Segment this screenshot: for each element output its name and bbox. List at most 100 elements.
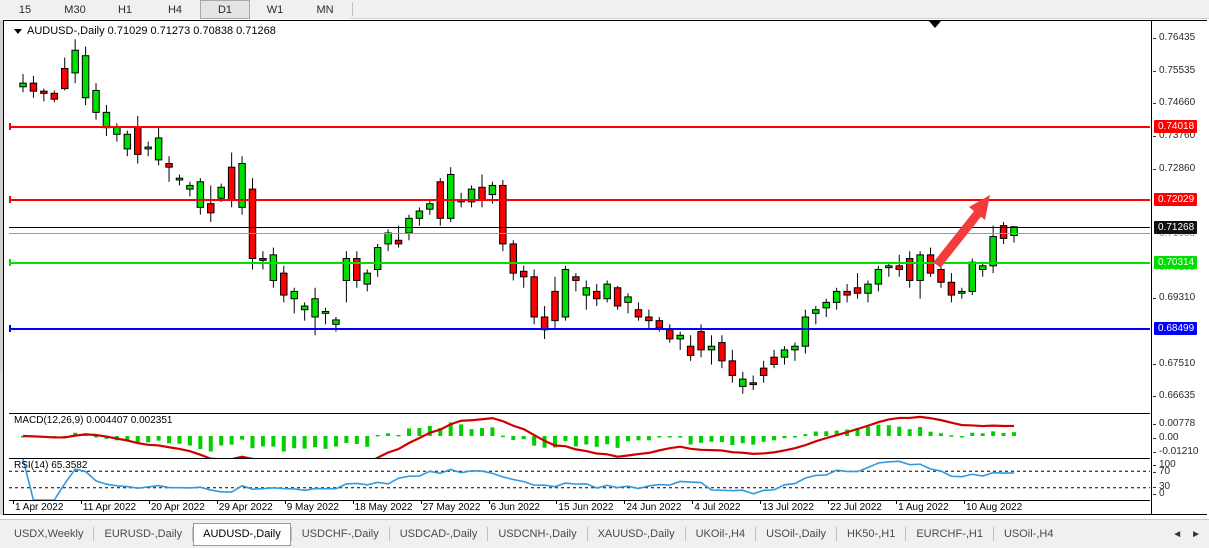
macd-histogram-bar [417, 428, 422, 436]
price-tag-green[interactable]: 0.70314 [1154, 255, 1198, 269]
candle [770, 356, 778, 365]
price-tag-blue[interactable]: 0.68499 [1154, 321, 1198, 335]
date-axis-tick [80, 501, 82, 504]
candle [530, 276, 538, 318]
chart-tab-usdchf-daily[interactable]: USDCHF-,Daily [301, 527, 379, 540]
macd-histogram-bar [438, 428, 443, 436]
date-axis-tick [692, 501, 694, 504]
date-axis-tick [13, 501, 14, 504]
level-line-handle[interactable] [9, 324, 11, 332]
chart-tab-eurusd-daily[interactable]: EURUSD-,Daily [104, 527, 183, 540]
date-axis[interactable]: 1 Apr 2022 11 Apr 2022 20 Apr 2022 29 Apr 2… [9, 500, 1150, 515]
level-line-handle[interactable] [9, 123, 11, 131]
level-line-handle[interactable] [9, 258, 11, 266]
timeframe-button-h4[interactable]: H4 [150, 0, 200, 19]
candle [801, 316, 810, 347]
macd-histogram-bar [333, 436, 338, 447]
candle [780, 349, 789, 358]
chart-tab-audusd-daily[interactable]: AUDUSD-,Daily [193, 522, 291, 546]
candle [227, 166, 236, 201]
macd-histogram-bar [813, 431, 818, 436]
candle [613, 287, 622, 307]
date-axis-tick [896, 501, 898, 504]
candle [728, 360, 737, 376]
candle [874, 268, 883, 285]
macd-histogram-bar [938, 433, 943, 436]
chart-tab-eurchf-h1[interactable]: EURCHF-,H1 [916, 527, 983, 540]
macd-histogram-bar [991, 431, 996, 436]
tab-separator [836, 527, 838, 541]
chart-tab-usoil-daily[interactable]: USOil-,Daily [766, 527, 827, 540]
candle [300, 305, 309, 311]
price-tag-black[interactable]: 0.71268 [1154, 220, 1198, 234]
candle [791, 345, 799, 351]
candle [123, 133, 132, 150]
tab-separator [290, 527, 292, 541]
candle [60, 68, 69, 90]
price-tag-red[interactable]: 0.72029 [1154, 192, 1198, 206]
timeframe-button-mn[interactable]: MN [300, 0, 350, 19]
candle [238, 163, 246, 208]
macd-histogram-bar [521, 436, 526, 440]
macd-histogram-bar [177, 436, 182, 444]
macd-indicator-pane[interactable]: MACD(12,26,9) 0.004407 0.002351 [9, 413, 1150, 458]
timeframe-button-w1[interactable]: W1 [250, 0, 300, 19]
tab-separator [93, 527, 95, 541]
macd-histogram-bar [469, 429, 474, 436]
date-axis-label: 20 Apr 2022 [150, 502, 205, 513]
candle [812, 309, 820, 314]
macd-histogram-bar [907, 429, 912, 436]
tab-separator [992, 527, 994, 541]
price-chart-pane[interactable] [9, 21, 1150, 412]
macd-histogram-bar [427, 425, 432, 436]
macd-histogram-bar [167, 436, 172, 444]
date-axis-label: 22 Jul 2022 [830, 502, 882, 513]
candle [676, 334, 684, 340]
chevron-down-icon[interactable] [14, 28, 22, 34]
macd-histogram-bar [135, 436, 140, 444]
macd-histogram-bar [886, 425, 891, 436]
timeframe-button-15[interactable]: 15 [0, 0, 50, 19]
price-axis[interactable]: 0.76435 0.75535 0.74660 0.73760 0.72860 0.693… [1151, 21, 1208, 514]
candle [332, 319, 340, 325]
macd-histogram-bar [365, 436, 370, 447]
rsi-axis-tick: 70 [1152, 466, 1209, 479]
macd-histogram-bar [292, 436, 297, 449]
price-axis-tick-label: 0.75535 [1159, 64, 1196, 76]
candle [864, 283, 872, 294]
price-axis-tick-label: 0.72860 [1159, 162, 1196, 174]
candle [624, 296, 632, 303]
date-axis-tick [964, 501, 965, 504]
chart-title-text: AUDUSD-,Daily 0.71029 0.71273 0.70838 0.… [27, 25, 276, 37]
tab-scroll-left-icon[interactable]: ◄ [1172, 528, 1183, 540]
chart-tab-usoil-h4[interactable]: USOil-,H4 [1003, 527, 1054, 540]
chart-tab-usdcnh-daily[interactable]: USDCNH-,Daily [498, 527, 577, 540]
tab-nav: ◄ ► [1172, 529, 1209, 540]
chart-tab-usdcad-daily[interactable]: USDCAD-,Daily [399, 527, 478, 540]
chart-tab-hk50-h1[interactable]: HK50-,H1 [847, 527, 896, 540]
date-axis-tick [216, 501, 218, 504]
macd-histogram-bar [615, 436, 620, 448]
timeframe-button-m30[interactable]: M30 [50, 0, 100, 19]
tab-separator [755, 527, 757, 541]
tab-scroll-right-icon[interactable]: ► [1191, 528, 1201, 540]
candle [739, 378, 747, 387]
chart-tab-xauusd-daily[interactable]: XAUUSD-,Daily [597, 527, 675, 540]
price-tag-red[interactable]: 0.74018 [1154, 120, 1198, 134]
chart-tab-usdx-weekly[interactable]: USDX,Weekly [14, 527, 84, 540]
level-line-handle[interactable] [9, 195, 11, 203]
macd-histogram-bar [876, 424, 881, 436]
timeframe-button-d1[interactable]: D1 [200, 0, 250, 19]
rsi-axis-tick: 100 [1152, 459, 1209, 472]
candle [50, 92, 59, 100]
rsi-label: RSI(14) 65.3582 [14, 460, 88, 471]
macd-histogram-bar [323, 436, 328, 449]
candle [853, 287, 862, 294]
chart-title-bar: AUDUSD-,Daily 0.71029 0.71273 0.70838 0.… [14, 25, 276, 37]
tab-separator [487, 527, 489, 541]
macd-histogram-bar [949, 435, 954, 437]
rsi-indicator-pane[interactable]: RSI(14) 65.3582 [9, 458, 1150, 500]
candle [519, 270, 528, 278]
chart-tab-ukoil-h4[interactable]: UKOil-,H4 [695, 527, 746, 540]
timeframe-button-h1[interactable]: H1 [100, 0, 150, 19]
